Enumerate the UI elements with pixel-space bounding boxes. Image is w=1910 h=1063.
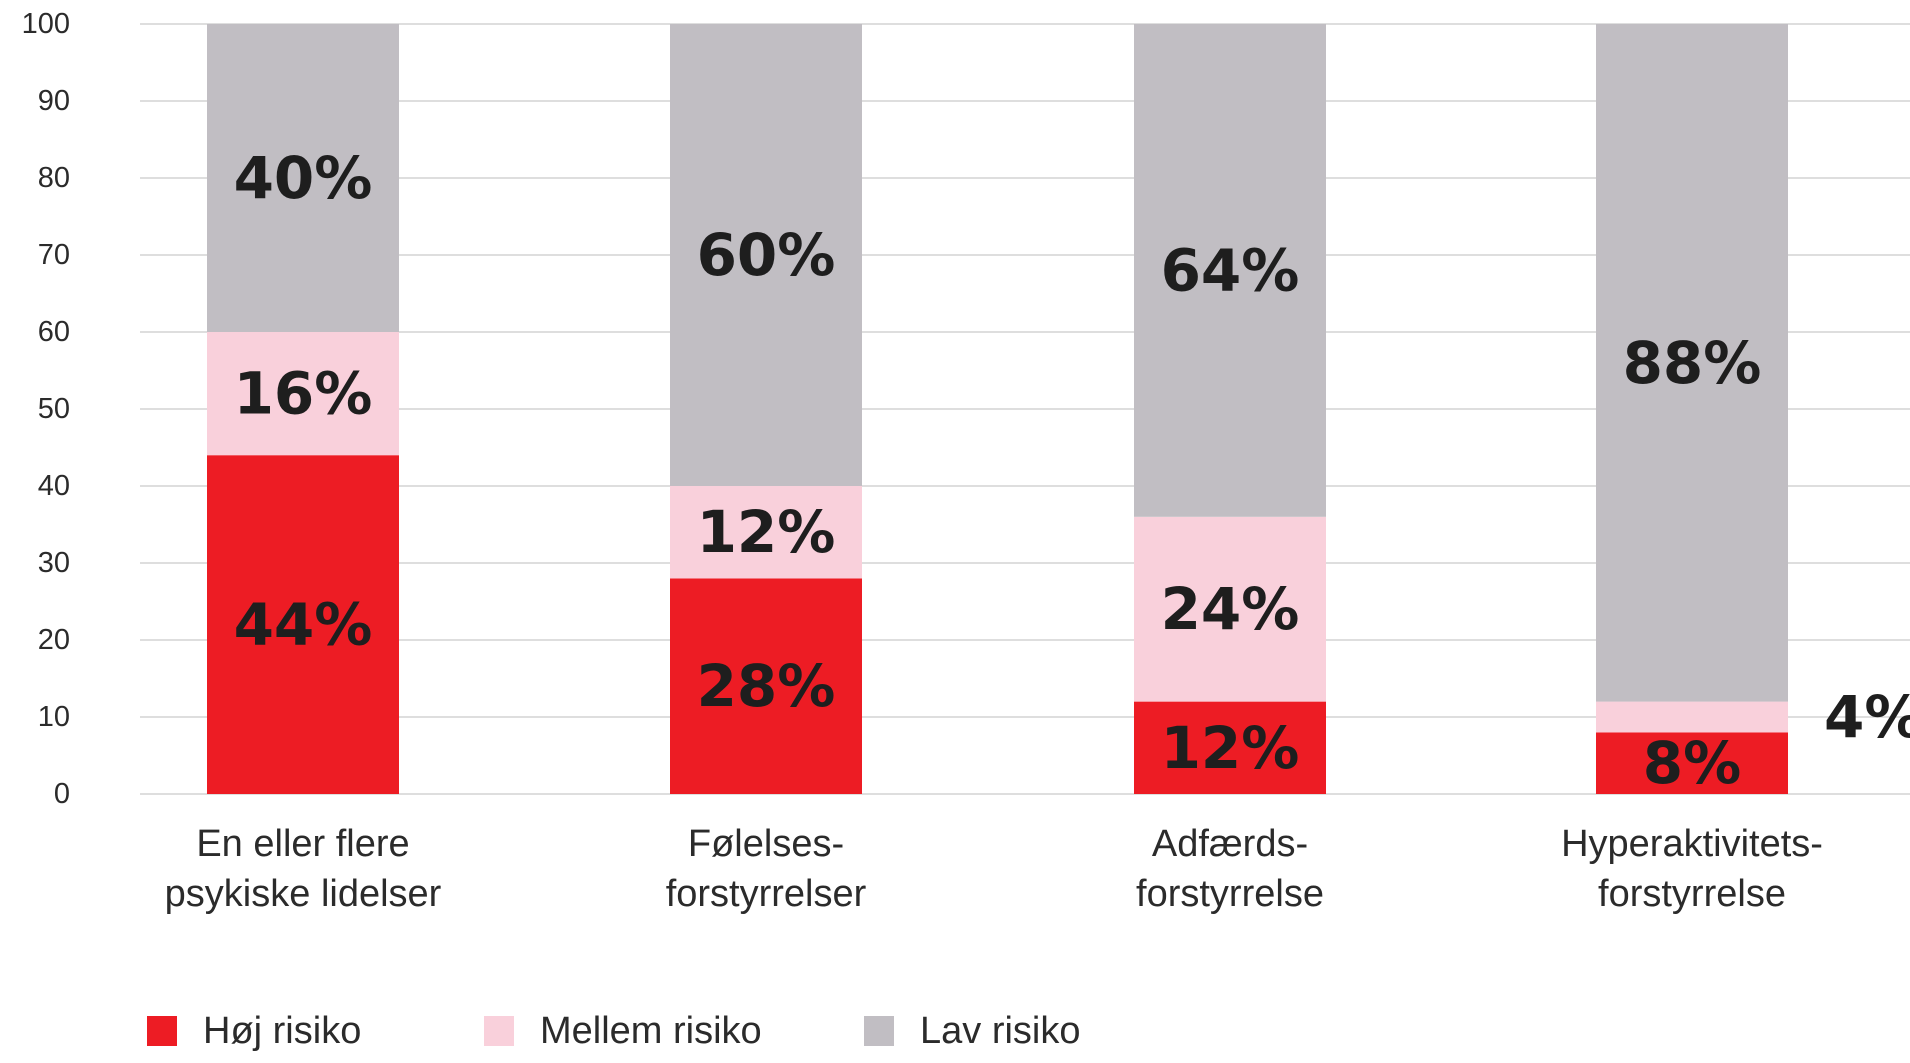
bar-segment-lav-risiko-3 [1134, 24, 1326, 517]
bar-segment-mellem-risiko-1 [207, 332, 399, 456]
legend-label-3: Lav risiko [920, 1010, 1081, 1052]
x-category-label-4-line-2: forstyrrelse [1598, 873, 1786, 915]
data-labels: 44% 28% 12% 8% 16% 12% 24% 4% 40% 60% 64% 88% [234, 144, 1910, 797]
bar-segment-mellem-risiko-4 [1596, 701, 1788, 733]
legend: Høj risiko Mellem risiko Lav risiko [147, 1010, 1081, 1052]
y-tick-label-50: 50 [38, 393, 70, 425]
legend-label-2: Mellem risiko [540, 1010, 762, 1052]
y-tick-label-30: 30 [38, 547, 70, 579]
bars [207, 24, 1788, 794]
data-label-lav-risiko-1: 40% [234, 144, 373, 212]
y-tick-label-10: 10 [38, 701, 70, 733]
bar-segment-høj-risiko-2 [670, 578, 862, 794]
x-category-label-1-line-2: psykiske lidelser [165, 873, 442, 915]
data-label-høj-risiko-1: 44% [234, 591, 373, 659]
bar-segment-høj-risiko-4 [1596, 732, 1788, 794]
x-category-label-3-line-2: forstyrrelse [1136, 873, 1324, 915]
y-tick-label-70: 70 [38, 239, 70, 271]
y-tick-label-100: 100 [22, 8, 70, 40]
bar-segment-mellem-risiko-3 [1134, 516, 1326, 702]
data-label-mellem-risiko-1: 16% [234, 360, 373, 428]
y-tick-label-20: 20 [38, 624, 70, 656]
x-category-label-3-line-1: Adfærds- [1152, 823, 1308, 865]
y-tick-label-90: 90 [38, 85, 70, 117]
y-tick-label-40: 40 [38, 470, 70, 502]
legend-swatch-3 [864, 1016, 894, 1046]
data-label-lav-risiko-2: 60% [697, 221, 836, 289]
data-label-mellem-risiko-3: 24% [1161, 575, 1300, 643]
legend-label-1: Høj risiko [203, 1010, 361, 1052]
data-label-høj-risiko-3: 12% [1161, 714, 1300, 782]
legend-swatch-1 [147, 1016, 177, 1046]
y-tick-label-0: 0 [54, 778, 70, 810]
bar-segment-lav-risiko-2 [670, 24, 862, 486]
x-category-label-4-line-1: Hyperaktivitets- [1561, 823, 1823, 865]
bar-segment-lav-risiko-4 [1596, 24, 1788, 702]
y-tick-label-80: 80 [38, 162, 70, 194]
y-axis-ticks: 0 10 20 30 40 50 60 70 80 90 100 [22, 8, 70, 810]
bar-segment-høj-risiko-3 [1134, 701, 1326, 794]
x-axis-categories: En eller flere psykiske lidelser Følelses-… [165, 823, 1823, 915]
data-label-mellem-risiko-2: 12% [697, 498, 836, 566]
data-label-høj-risiko-2: 28% [697, 652, 836, 720]
bar-segment-lav-risiko-1 [207, 24, 399, 332]
data-label-mellem-risiko-4: 4% [1824, 683, 1910, 751]
legend-swatch-2 [484, 1016, 514, 1046]
data-label-lav-risiko-4: 88% [1623, 329, 1762, 397]
data-label-høj-risiko-4: 8% [1643, 729, 1741, 797]
bar-segment-mellem-risiko-2 [670, 486, 862, 579]
x-category-label-1-line-1: En eller flere [196, 823, 409, 865]
x-category-label-2-line-2: forstyrrelser [666, 873, 867, 915]
bar-segment-høj-risiko-1 [207, 455, 399, 794]
x-category-label-2-line-1: Følelses- [688, 823, 844, 865]
data-label-lav-risiko-3: 64% [1161, 236, 1300, 304]
y-tick-label-60: 60 [38, 316, 70, 348]
